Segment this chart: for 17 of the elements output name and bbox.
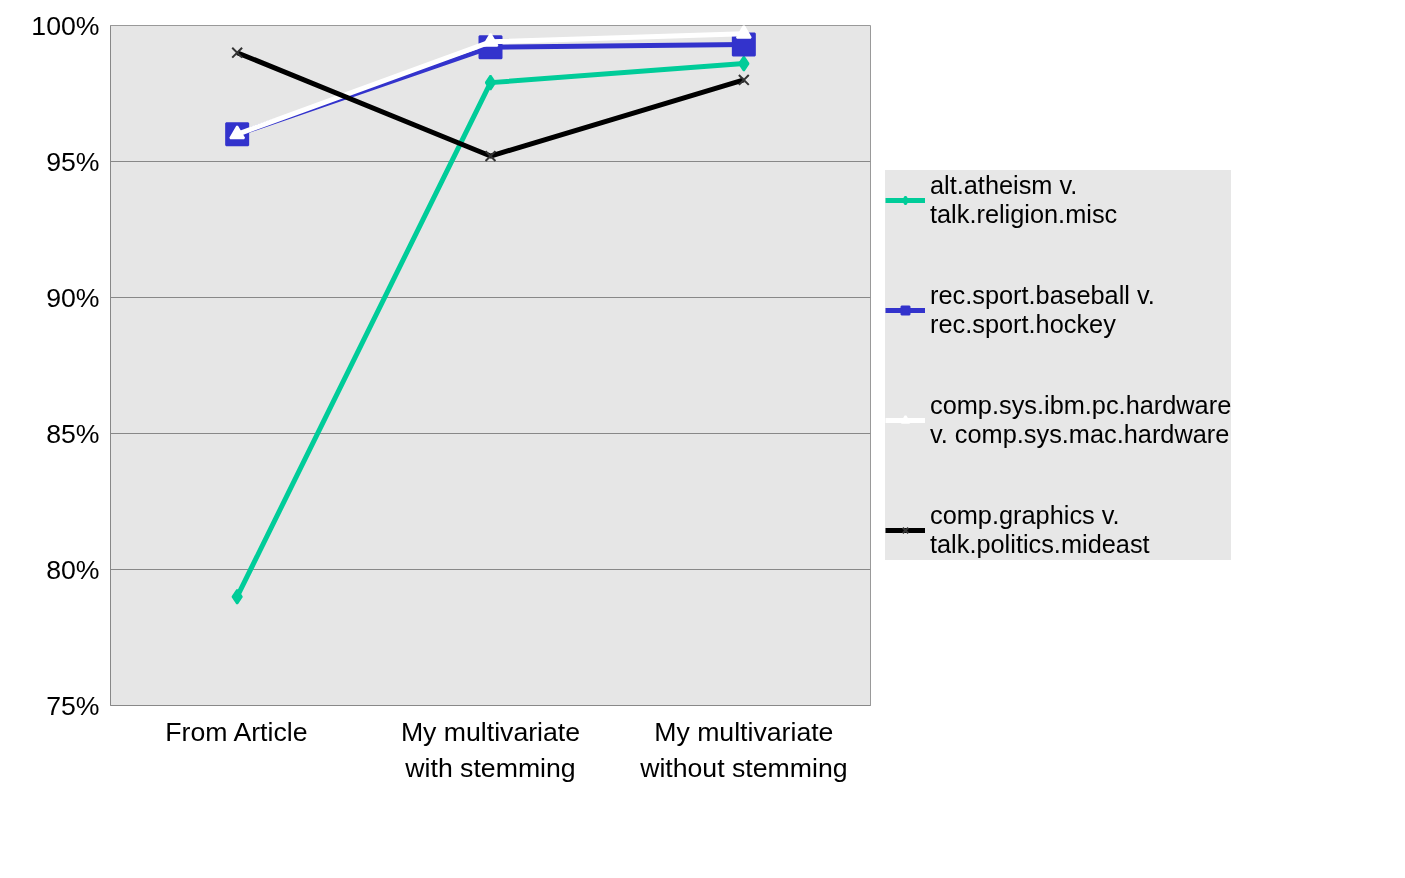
point	[738, 55, 750, 72]
point	[484, 74, 497, 91]
x-tick-label: My multivariate without stemming	[639, 716, 848, 783]
y-tick-label: 100%	[31, 10, 100, 41]
y-tick-label: 95%	[46, 146, 100, 177]
y-tick-label: 85%	[46, 418, 100, 449]
x-tick-label: From Article	[165, 716, 308, 747]
y-tick-label: 90%	[46, 282, 100, 313]
x-tick-label: My multivariate with stemming	[400, 716, 581, 783]
point	[231, 588, 243, 605]
legend-label: comp.graphics v. talk.politics.mideast	[930, 500, 1150, 560]
legend-label: comp.sys.ibm.pc.hardware v. comp.sys.mac.hardware	[930, 390, 1232, 450]
y-tick-label: 80%	[46, 554, 100, 585]
y-tick-label: 75%	[46, 690, 100, 721]
legend-label: alt.atheism v. talk.religion.misc	[930, 170, 1118, 230]
point	[735, 25, 752, 39]
legend-label: rec.sport.baseball v. rec.sport.hockey	[930, 280, 1155, 340]
